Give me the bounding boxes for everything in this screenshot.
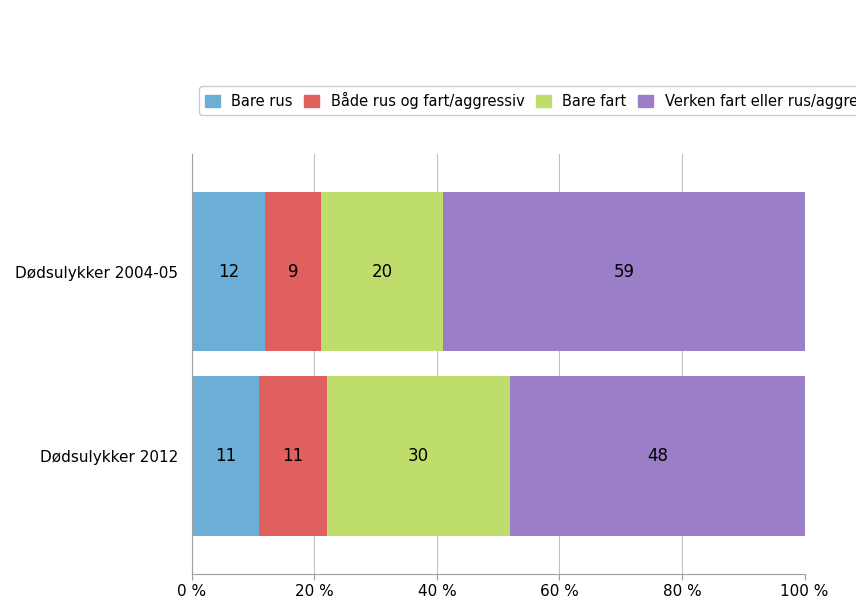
Text: 20: 20 [372, 263, 392, 281]
Bar [192, 192, 265, 351]
Text: 11: 11 [215, 447, 236, 465]
Legend: Bare rus, Både rus og fart/aggressiv, Bare fart, Verken fart eller rus/aggressiv: Bare rus, Både rus og fart/aggressiv, Ba… [199, 86, 856, 115]
Bar [259, 376, 327, 536]
Bar [443, 192, 805, 351]
Bar [327, 376, 510, 536]
Bar [192, 376, 259, 536]
Bar [265, 192, 320, 351]
Text: 30: 30 [408, 447, 429, 465]
Text: 12: 12 [218, 263, 240, 281]
Text: 59: 59 [614, 263, 634, 281]
Bar [320, 192, 443, 351]
Text: 11: 11 [282, 447, 304, 465]
Bar [510, 376, 805, 536]
Text: 9: 9 [288, 263, 298, 281]
Text: 48: 48 [647, 447, 668, 465]
